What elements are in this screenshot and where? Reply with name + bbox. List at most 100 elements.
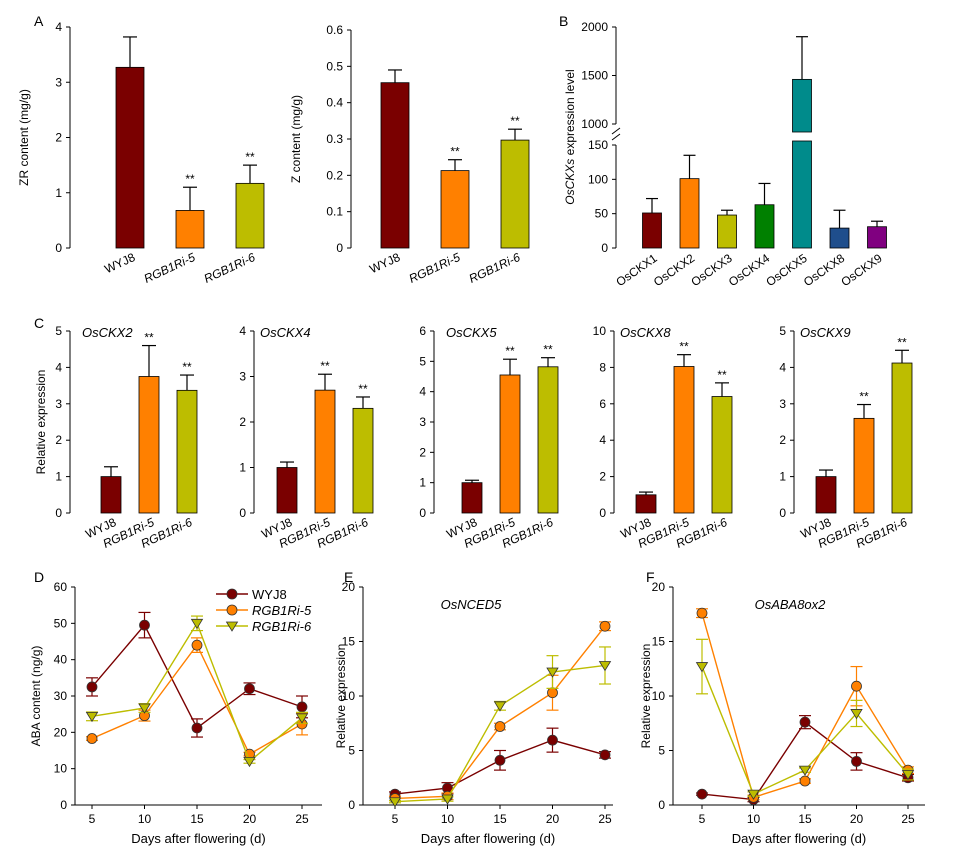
chart-A1: 0 1 2 3 4 ZR content (mg/g) WYJ8 ** RGB1Ri-5 ** RG… xyxy=(17,20,265,286)
data-point xyxy=(546,667,559,678)
data-point xyxy=(696,607,708,619)
data-point xyxy=(851,680,862,692)
y-tick-label: 3 xyxy=(419,415,426,429)
panel-letter: E xyxy=(344,569,353,585)
x-tick-label: RGB1Ri-6 xyxy=(202,250,258,286)
y-axis-label-italic: OsCKXs xyxy=(563,159,577,205)
data-point xyxy=(243,757,256,768)
y-tick-label: 40 xyxy=(54,653,68,667)
chart-title: OsCKX9 xyxy=(800,325,851,340)
y-tick-label: 6 xyxy=(419,324,426,338)
y-tick-label: 10 xyxy=(54,762,68,776)
y-tick-label: 50 xyxy=(54,616,68,630)
y-tick-label: 15 xyxy=(342,635,356,649)
y-axis-label: OsCKXs expression level xyxy=(563,69,577,204)
y-tick-label: 4 xyxy=(419,385,426,399)
y-tick-label: 5 xyxy=(348,744,355,758)
y-tick-label: 15 xyxy=(652,635,666,649)
y-tick-label: 1 xyxy=(55,186,62,200)
data-point xyxy=(599,749,611,761)
x-tick-label: 15 xyxy=(798,812,812,826)
y-tick-label: 0 xyxy=(55,241,62,255)
chart-A2: 0 0.1 0.2 0.3 0.4 0.5 0.6 Z content (mg/g) WYJ8 *… xyxy=(289,23,530,286)
y-tick-label: 20 xyxy=(342,580,356,594)
chart-title: OsCKX5 xyxy=(446,325,497,340)
series-line xyxy=(394,625,606,800)
bar xyxy=(175,210,205,249)
panel-letter: F xyxy=(646,569,655,585)
y-tick-label: 10 xyxy=(342,689,356,703)
panel-letter: D xyxy=(34,569,44,585)
bar xyxy=(642,212,662,249)
data-point xyxy=(850,709,863,720)
legend-marker xyxy=(225,621,239,632)
y-tick-label: 0 xyxy=(60,798,67,812)
data-point xyxy=(799,716,811,728)
y-tick-label: 1500 xyxy=(581,69,608,83)
legend-marker xyxy=(226,588,238,600)
x-tick-label: OsCKX5 xyxy=(763,251,810,289)
y-tick-label: 1000 xyxy=(581,117,608,131)
data-point xyxy=(295,713,309,724)
x-tick-label: 15 xyxy=(190,812,204,826)
x-axis-label: Days after flowering (d) xyxy=(131,831,265,846)
y-tick-label: 4 xyxy=(239,324,246,338)
significance-label: ** xyxy=(245,150,255,164)
y-tick-label: 2 xyxy=(55,131,62,145)
y-tick-label: 30 xyxy=(54,689,68,703)
bar xyxy=(138,376,160,514)
y-tick-label: 1 xyxy=(55,470,62,484)
bar xyxy=(352,407,374,514)
x-axis-label: Days after flowering (d) xyxy=(421,831,555,846)
significance-label: ** xyxy=(185,172,195,186)
legend-label: RGB1Ri-5 xyxy=(252,603,312,618)
panel-letter: C xyxy=(34,315,44,331)
bar xyxy=(461,482,483,514)
x-tick-label: 20 xyxy=(850,812,864,826)
y-tick-label: 0 xyxy=(239,506,246,520)
y-tick-label: 2 xyxy=(419,445,426,459)
bar xyxy=(853,417,875,514)
chart-title: OsCKX8 xyxy=(620,325,671,340)
axis-break xyxy=(611,133,621,141)
bar xyxy=(891,362,913,514)
data-point xyxy=(695,662,709,673)
panel-letter: A xyxy=(34,13,44,29)
data-point xyxy=(441,794,454,805)
x-tick-label: 5 xyxy=(699,812,706,826)
chart-D: 0 10 20 30 40 50 60 5 10 15 20 25 Days after floweri… xyxy=(29,580,322,846)
x-tick-label: OsCKX2 xyxy=(651,251,698,289)
x-tick-label: OsCKX8 xyxy=(801,251,848,289)
y-tick-label: 0.3 xyxy=(326,132,343,146)
y-tick-label: 2 xyxy=(239,415,246,429)
data-point xyxy=(296,701,308,713)
data-point xyxy=(388,797,402,808)
y-axis-label: Z content (mg/g) xyxy=(289,95,303,183)
data-point xyxy=(138,703,151,714)
y-tick-label: 0.5 xyxy=(326,59,343,73)
y-axis-label: ZR content (mg/g) xyxy=(17,89,31,186)
y-tick-label: 0 xyxy=(599,506,606,520)
x-tick-label: OsCKX3 xyxy=(688,251,735,289)
y-tick-label: 2 xyxy=(55,433,62,447)
x-tick-label: 15 xyxy=(493,812,507,826)
y-tick-label: 1 xyxy=(239,461,246,475)
bar xyxy=(440,170,470,249)
y-tick-label: 1 xyxy=(419,476,426,490)
y-tick-label: 5 xyxy=(658,744,665,758)
data-point xyxy=(86,733,98,744)
significance-label: ** xyxy=(450,145,460,159)
y-tick-label: 3 xyxy=(779,397,786,411)
x-tick-label: 5 xyxy=(89,812,96,826)
x-tick-label: RGB1Ri-5 xyxy=(142,250,198,286)
x-tick-label: OsCKX4 xyxy=(726,251,773,289)
bar xyxy=(679,178,700,249)
chart-title: OsABA8ox2 xyxy=(755,597,827,612)
y-tick-label: 4 xyxy=(599,433,606,447)
bar xyxy=(276,467,298,514)
data-point xyxy=(547,687,558,699)
bar xyxy=(815,476,837,514)
x-tick-label: 5 xyxy=(392,812,399,826)
significance-label: ** xyxy=(859,390,869,404)
